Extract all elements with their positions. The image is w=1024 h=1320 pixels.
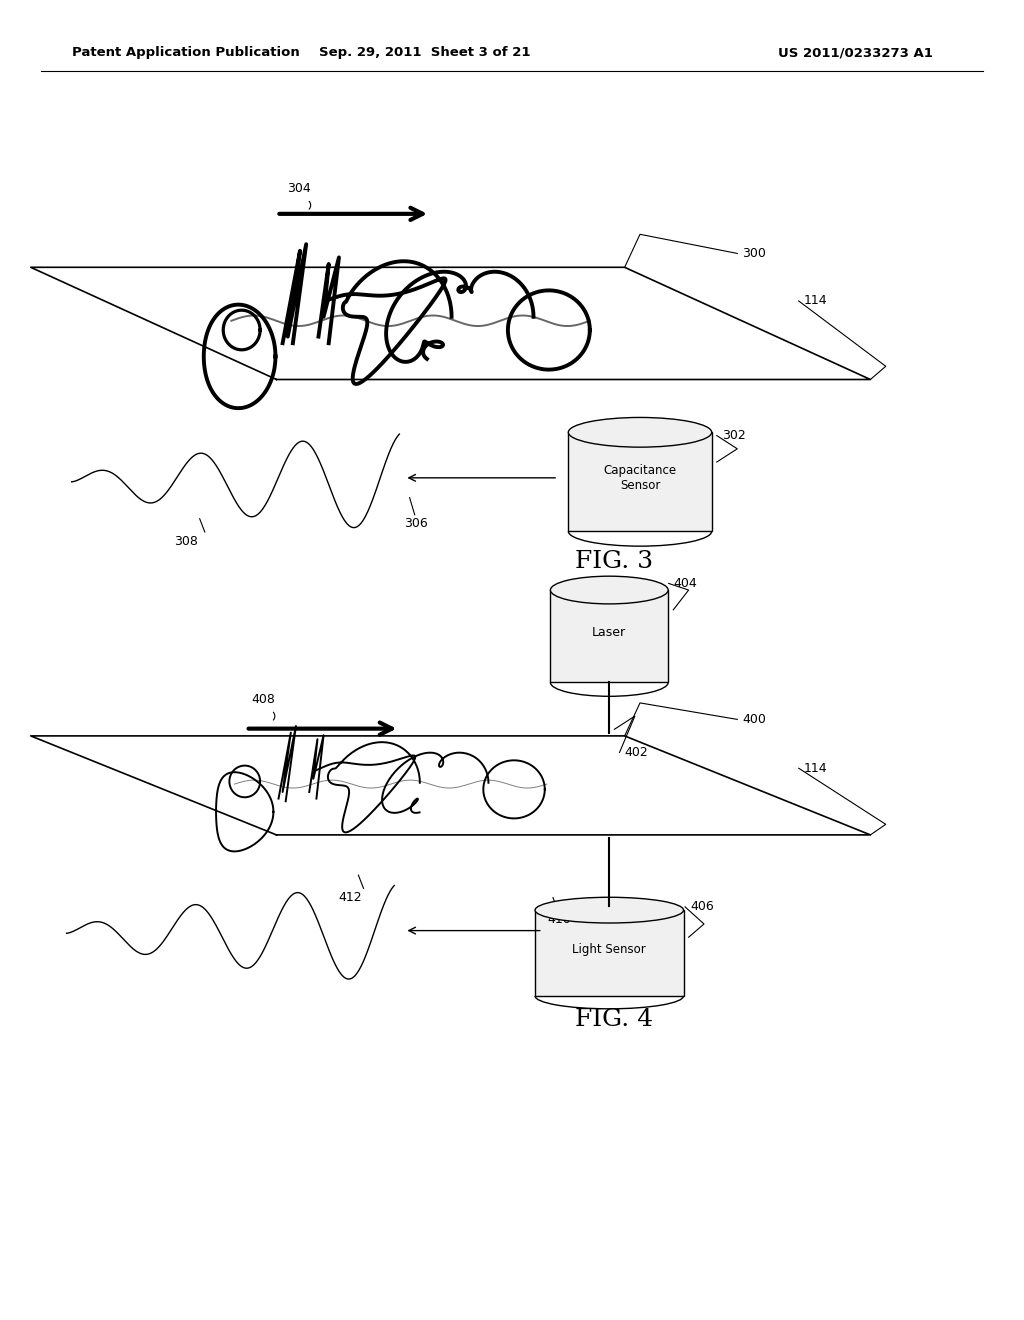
Text: US 2011/0233273 A1: US 2011/0233273 A1 [778, 46, 933, 59]
Polygon shape [568, 433, 712, 531]
Text: 308: 308 [174, 535, 198, 548]
Text: Patent Application Publication: Patent Application Publication [72, 46, 299, 59]
Ellipse shape [535, 898, 684, 923]
Polygon shape [535, 911, 684, 995]
Text: FIG. 4: FIG. 4 [575, 1007, 653, 1031]
Text: Capacitance
Sensor: Capacitance Sensor [603, 463, 677, 492]
Polygon shape [551, 590, 668, 682]
Text: 400: 400 [742, 713, 766, 726]
Text: Laser: Laser [592, 626, 627, 639]
Ellipse shape [551, 576, 668, 605]
Text: 114: 114 [804, 294, 827, 308]
Text: 304: 304 [287, 182, 310, 195]
Text: 408: 408 [251, 693, 274, 706]
Text: 412: 412 [338, 891, 361, 904]
Text: 114: 114 [804, 762, 827, 775]
Text: 406: 406 [690, 900, 714, 913]
Text: FIG. 3: FIG. 3 [575, 549, 653, 573]
Ellipse shape [568, 417, 712, 447]
Text: 300: 300 [742, 247, 766, 260]
Text: Sep. 29, 2011  Sheet 3 of 21: Sep. 29, 2011 Sheet 3 of 21 [319, 46, 530, 59]
Text: Light Sensor: Light Sensor [572, 942, 646, 956]
Text: 302: 302 [722, 429, 745, 442]
Text: 402: 402 [625, 746, 648, 759]
Text: 404: 404 [674, 577, 697, 590]
Text: 306: 306 [404, 517, 428, 531]
Text: 410: 410 [548, 913, 571, 927]
